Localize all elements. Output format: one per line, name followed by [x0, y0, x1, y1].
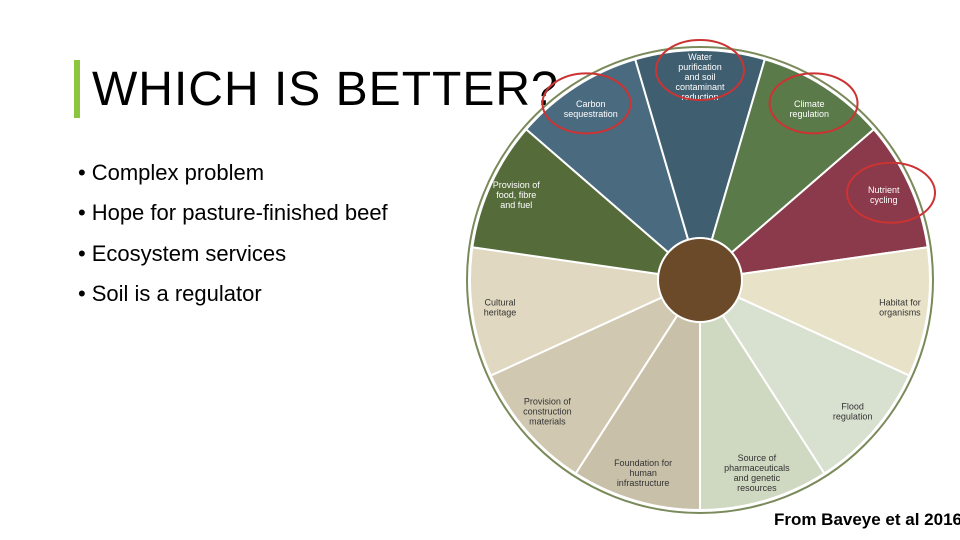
bullet-text: Ecosystem services	[92, 241, 286, 267]
bullet-item: •Complex problem	[78, 160, 388, 186]
bullet-dot-icon: •	[78, 200, 86, 226]
ecosystem-services-wheel: CarbonsequestrationWaterpurificationand …	[410, 0, 960, 540]
bullet-dot-icon: •	[78, 281, 86, 307]
bullet-item: •Hope for pasture-finished beef	[78, 200, 388, 226]
wheel-center-hub	[658, 238, 742, 322]
bullet-dot-icon: •	[78, 160, 86, 186]
wedge-label: Provision ofconstructionmaterials	[523, 397, 572, 427]
bullet-dot-icon: •	[78, 241, 86, 267]
bullet-text: Complex problem	[92, 160, 264, 186]
figure-citation: From Baveye et al 2016	[774, 510, 960, 530]
wedge-label: Nutrientcycling	[868, 185, 900, 205]
bullet-text: Soil is a regulator	[92, 281, 262, 307]
wedge-label: Habitat fororganisms	[879, 298, 921, 318]
wedge-label: Culturalheritage	[484, 298, 517, 318]
bullet-list: •Complex problem•Hope for pasture-finish…	[78, 160, 388, 322]
slide-root: { "title": { "text": "WHICH IS BETTER?",…	[0, 0, 960, 540]
wedge-label: Climateregulation	[789, 99, 829, 119]
bullet-item: •Ecosystem services	[78, 241, 388, 267]
bullet-text: Hope for pasture-finished beef	[92, 200, 388, 226]
bullet-item: •Soil is a regulator	[78, 281, 388, 307]
title-accent-bar	[74, 60, 80, 118]
